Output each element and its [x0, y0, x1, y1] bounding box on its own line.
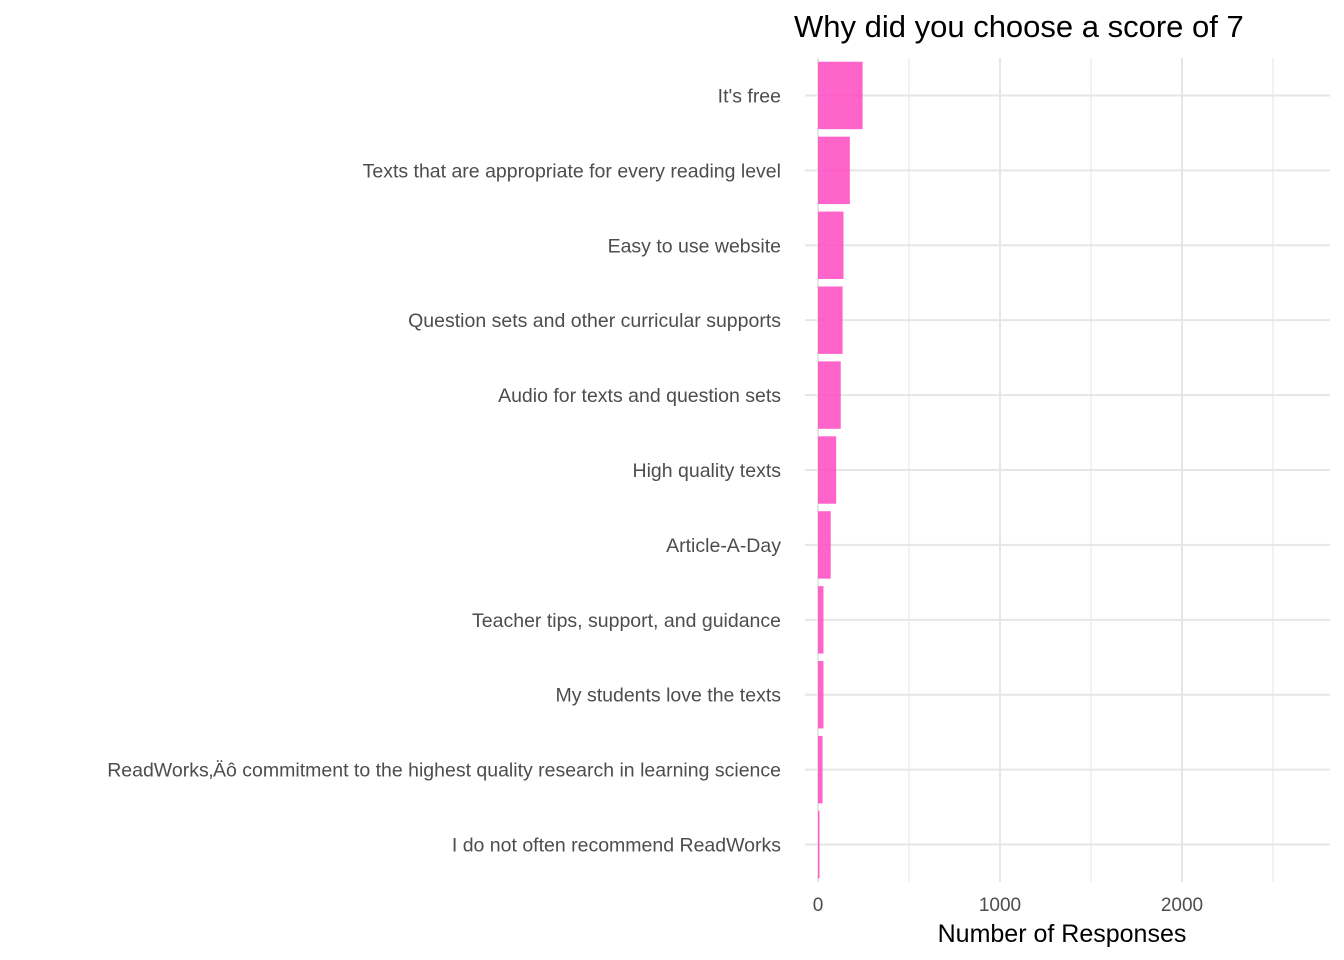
bar: [818, 211, 844, 279]
bars: [818, 61, 863, 879]
x-tick-labels: 0 1000 2000: [813, 895, 1203, 916]
bar: [818, 436, 837, 504]
x-tick-label: 1000: [979, 895, 1021, 916]
category-label: It's free: [718, 85, 781, 107]
bar: [818, 511, 831, 579]
category-label: My students love the texts: [556, 685, 782, 707]
chart-title: Why did you choose a score of 7: [794, 9, 1244, 44]
bar: [818, 810, 820, 879]
category-labels: It's free Texts that are appropriate for …: [107, 85, 781, 856]
category-label: ReadWorks‚Äô commitment to the highest q…: [107, 760, 781, 782]
x-axis-title: Number of Responses: [938, 920, 1187, 948]
bar: [818, 61, 863, 130]
x-tick-label: 2000: [1161, 895, 1203, 916]
bar: [818, 361, 841, 429]
grid-lines: [805, 58, 1330, 882]
bar: [818, 661, 824, 729]
bar: [818, 136, 850, 205]
category-label: Audio for texts and question sets: [498, 385, 781, 407]
bar: [818, 735, 823, 804]
bar: [818, 586, 824, 654]
category-label: I do not often recommend ReadWorks: [452, 835, 781, 857]
category-label: Teacher tips, support, and guidance: [472, 610, 781, 632]
category-label: Easy to use website: [608, 235, 781, 257]
bar: [818, 286, 843, 354]
category-label: Texts that are appropriate for every rea…: [363, 160, 781, 182]
category-label: Article-A-Day: [666, 535, 781, 557]
x-tick-label: 0: [813, 895, 824, 916]
category-label: High quality texts: [633, 460, 782, 482]
category-label: Question sets and other curricular suppo…: [408, 310, 781, 332]
